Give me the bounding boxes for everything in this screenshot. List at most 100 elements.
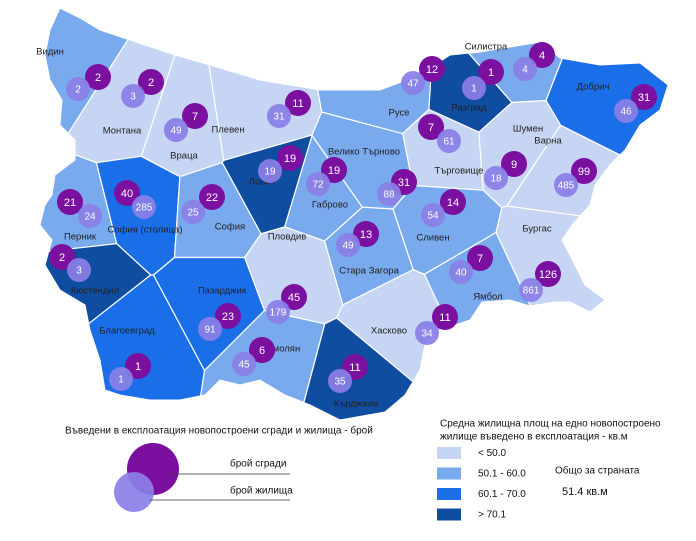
building-bubble [249,337,275,363]
building-bubble [125,353,151,379]
dwelling-bubble [266,300,290,324]
dwelling-bubble [449,260,473,284]
region-name: София [215,222,245,233]
building-count: 7 [477,253,483,265]
building-count: 7 [192,111,198,123]
dwelling-count: 1 [471,84,477,95]
building-bubble [353,221,379,247]
building-count: 4 [539,50,545,62]
building-bubble [535,261,561,287]
region-name: Сливен [416,233,449,244]
building-count: 22 [206,192,218,204]
area-legend-title: Средна жилищна площ на едно новопостроен… [440,419,661,430]
region-name: Разград [451,103,487,114]
region-name: Силистра [465,42,508,53]
building-bubble [321,157,347,183]
building-count: 7 [428,122,434,134]
legend-dwelling-label: брой жилища [230,485,293,497]
building-count: 2 [148,77,154,89]
region-name: Бургас [522,224,551,235]
dwelling-bubble [513,57,537,81]
building-bubble [440,189,466,215]
dwelling-count: 4 [522,65,528,76]
dwelling-bubble [258,159,282,183]
region-name: Русе [388,108,409,119]
dwelling-bubble [121,84,145,108]
dwelling-bubble [462,76,486,100]
dwelling-bubble [67,258,91,282]
dwelling-count: 285 [136,203,153,214]
building-count: 1 [488,67,494,79]
dwelling-bubble [164,118,188,142]
region-name: Шумен [513,124,543,135]
building-count: 11 [292,98,303,110]
dwelling-count: 61 [443,137,455,148]
dwelling-count: 31 [273,112,285,123]
building-bubble [285,90,311,116]
region-name: Благоевград [99,326,155,337]
building-bubble [478,59,504,85]
dwelling-bubble [437,129,461,153]
dwelling-bubble [415,321,439,345]
dwelling-count: 46 [620,107,632,118]
legend-dwelling-circle [114,472,154,512]
building-bubble [114,180,140,206]
dwelling-count: 1 [118,375,124,386]
country-outline [39,7,669,421]
legend-class-label: < 50.0 [478,448,507,459]
building-count: 6 [259,345,265,357]
building-bubble [501,151,527,177]
region-name: Варна [534,136,562,147]
dwelling-bubble [181,200,205,224]
dwelling-count: 485 [558,181,575,192]
dwelling-bubble [554,173,578,197]
building-bubble [432,304,458,330]
region-name: Стара Загора [339,266,399,277]
building-count: 31 [398,177,410,189]
dwelling-count: 49 [170,126,182,137]
dwelling-bubble [66,77,90,101]
region-name: Ловеч [249,177,275,188]
dwelling-bubble [267,104,291,128]
building-count: 12 [426,64,438,76]
dwelling-bubble [377,182,401,206]
legend-swatch [437,488,461,500]
legend-swatch [437,447,461,459]
region-labels: Видин Монтана Враца Плевен Ловеч Габрово Велик… [36,42,609,410]
region-name: Кюстендил [71,286,120,297]
dwelling-bubble [519,278,543,302]
dwelling-bubble [421,203,445,227]
region-name: Перник [64,232,97,243]
region-name: Плевен [211,125,244,136]
region-name: Пазарджик [198,286,247,297]
building-count: 13 [360,229,372,241]
dwelling-bubble [78,204,102,228]
region-name: Хасково [371,326,407,337]
region-name: Кърджали [334,399,379,410]
building-count: 11 [349,362,360,374]
legend-class-label: > 70.1 [478,510,507,521]
building-bubble [182,103,208,129]
total-value: 51.4 кв.м [562,486,608,498]
building-bubble [529,42,555,68]
area-legend-title: жилище въведено в експлоатация - кв.м [440,432,628,443]
dwelling-count: 54 [427,211,439,222]
dwelling-bubble [232,352,256,376]
dwelling-count: 24 [84,212,96,223]
dwelling-count: 47 [407,79,419,90]
legend-class-label: 50.1 - 60.0 [478,469,526,480]
bubbles-legend-title: Въведени в експлоатация новопостроени сг… [65,425,373,437]
building-bubble [281,284,307,310]
dwelling-count: 2 [75,85,81,96]
building-count: 14 [447,197,459,209]
region-name: Добрич [577,82,610,93]
building-bubble [419,56,445,82]
region-name: Монтана [103,126,142,137]
region-name: Габрово [312,200,348,211]
region [323,206,414,306]
region-name: Пловдив [268,232,307,243]
building-count: 19 [328,165,340,177]
dwelling-count: 91 [204,325,216,336]
region-name: Враца [170,151,198,162]
